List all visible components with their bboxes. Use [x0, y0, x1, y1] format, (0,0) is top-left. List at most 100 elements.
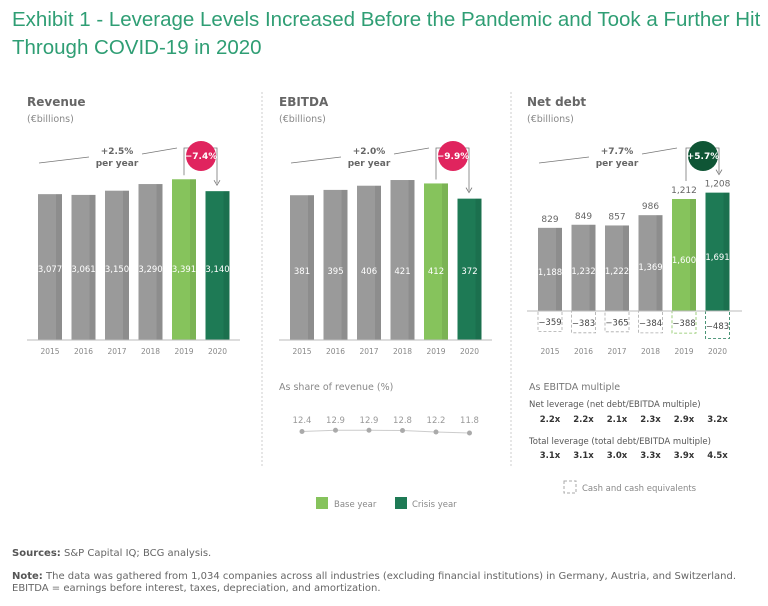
cagr-sub-revenue: per year: [96, 159, 139, 169]
revenue-bar-2018: [138, 184, 163, 340]
revenue-bar-label: 3,061: [71, 265, 95, 275]
revenue-bar-label: 3,290: [138, 265, 162, 275]
ebitda-bar-label: 412: [428, 267, 444, 277]
ebitda-bar-2016-shade: [341, 189, 348, 340]
ebitda-bar-2019: [424, 183, 448, 340]
cash-label: −384: [639, 319, 662, 329]
revenue-bar-2015-shade: [56, 194, 62, 340]
cagr-line-revenue: [141, 147, 178, 155]
cagr-line-ebitda: [393, 147, 430, 155]
net-leverage-value: 2.2x: [573, 415, 594, 425]
panel-title-net-debt: Net debt: [527, 95, 586, 109]
net-debt-bar-2017: [605, 225, 629, 311]
total-leverage-value: 3.1x: [540, 451, 561, 461]
net-debt-bar-2017-shade: [623, 225, 629, 311]
total-leverage-title: Total leverage (total debt/EBITDA multip…: [528, 437, 711, 447]
share-label: 12.2: [427, 416, 446, 426]
panel-unit-revenue: (€billions): [27, 114, 74, 125]
ebitda-bar-label: 421: [394, 267, 410, 277]
total-debt-label: 1,188: [538, 268, 562, 278]
revenue-bar-2019-shade: [190, 179, 196, 340]
change-badge-net-debt: [688, 141, 718, 171]
net-debt-year-label: 2018: [641, 347, 660, 356]
total-debt-label: 1,369: [638, 263, 662, 273]
ebitda-year-label: 2017: [359, 347, 378, 356]
net-leverage-value: 2.1x: [607, 415, 628, 425]
net-debt-bar-2020: [705, 192, 730, 311]
net-debt-label: 1,212: [671, 186, 697, 196]
net-debt-label: 829: [541, 215, 558, 225]
total-leverage-value: 3.9x: [674, 451, 695, 461]
share-label: 11.8: [460, 416, 479, 426]
net-leverage-value: 3.2x: [707, 415, 728, 425]
net-debt-label: 1,208: [705, 180, 731, 190]
revenue-bar-2020-shade: [223, 191, 230, 340]
legend-base-label: Base year: [334, 500, 377, 510]
revenue-year-label: 2016: [74, 347, 93, 356]
ebitda-bar-2015: [290, 195, 314, 340]
net-debt-label: 986: [642, 202, 659, 212]
net-debt-bar-2015: [538, 227, 562, 311]
cagr-line-net-debt: [641, 147, 678, 155]
revenue-year-label: 2020: [208, 347, 227, 356]
ebitda-bar-2020: [457, 198, 482, 340]
net-debt-bar-2019: [672, 199, 696, 311]
share-label: 12.4: [293, 416, 312, 426]
cash-label: −483: [706, 322, 729, 332]
share-point: [333, 427, 338, 433]
note-label: Note:: [12, 571, 43, 582]
note: Note: The data was gathered from 1,034 c…: [12, 571, 752, 595]
change-badge-revenue: [186, 141, 216, 171]
legend-crisis-label: Crisis year: [412, 500, 457, 510]
revenue-bar-label: 3,140: [205, 265, 229, 275]
sources: Sources: S&P Capital IQ; BCG analysis.: [12, 548, 211, 559]
cash-legend-swatch: [563, 480, 577, 494]
revenue-bar-label: 3,150: [105, 265, 129, 275]
change-value-net-debt: +5.7%: [687, 152, 720, 162]
cagr-line-net-debt: [538, 156, 590, 164]
revenue-bar-2019: [172, 179, 196, 340]
net-leverage-value: 2.9x: [674, 415, 695, 425]
net-debt-bar-2015-shade: [556, 227, 562, 311]
page-title: Exhibit 1 - Leverage Levels Increased Be…: [12, 8, 761, 59]
revenue-bar-2017-shade: [123, 190, 129, 340]
share-line: [301, 429, 470, 434]
net-debt-year-label: 2017: [607, 347, 626, 356]
ebitda-bar-label: 372: [461, 267, 477, 277]
net-leverage-value: 2.2x: [540, 415, 561, 425]
cagr-line-ebitda: [290, 156, 342, 164]
ebitda-bar-2017: [357, 185, 381, 340]
revenue-bar-2020: [205, 191, 230, 340]
share-label: 12.9: [360, 416, 379, 426]
sources-label: Sources:: [12, 548, 61, 559]
net-leverage-title: Net leverage (net debt/EBITDA multiple): [529, 400, 701, 410]
ebitda-year-label: 2016: [326, 347, 345, 356]
total-debt-label: 1,232: [571, 267, 595, 277]
revenue-bar-2018-shade: [156, 184, 163, 340]
ebitda-bar-2018-shade: [408, 180, 415, 340]
revenue-bar-2016: [71, 194, 96, 340]
arrow-head-icon: [715, 169, 723, 176]
cagr-sub-net-debt: per year: [596, 159, 639, 169]
ebitda-bar-2016: [323, 189, 348, 340]
ebitda-bar-label: 381: [294, 267, 310, 277]
change-badge-ebitda: [438, 141, 468, 171]
revenue-year-label: 2019: [174, 347, 193, 356]
change-value-ebitda: −9.9%: [437, 152, 470, 162]
net-debt-year-label: 2016: [574, 347, 593, 356]
panel-title-ebitda: EBITDA: [279, 95, 329, 109]
net-debt-label: 857: [608, 212, 625, 222]
legend-crisis-swatch: [395, 497, 407, 509]
net-debt-bar-2018: [638, 215, 663, 311]
share-point: [400, 428, 405, 433]
cagr-value-revenue: +2.5%: [101, 147, 134, 157]
panel-title-revenue: Revenue: [27, 95, 86, 109]
net-debt-bar-2018-shade: [656, 215, 663, 311]
share-label: 12.8: [393, 416, 412, 426]
cash-label: −388: [672, 319, 695, 329]
ebitda-bar-label: 406: [361, 267, 377, 277]
panel-unit-ebitda: (€billions): [279, 114, 326, 125]
revenue-year-label: 2018: [141, 347, 160, 356]
